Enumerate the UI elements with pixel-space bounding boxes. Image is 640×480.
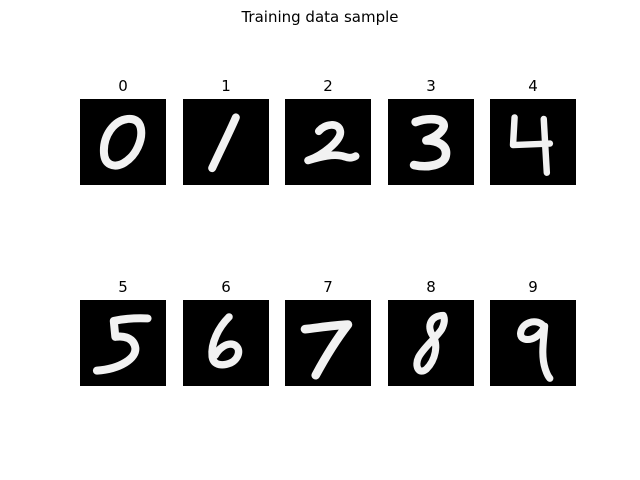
panel-label: 3: [426, 77, 436, 95]
digit-image: [80, 99, 166, 185]
handwritten-digit-five: [92, 314, 152, 375]
panel-label: 5: [118, 278, 128, 296]
panel-label: 9: [528, 278, 538, 296]
digit-image: [388, 300, 474, 386]
digit-image: [183, 99, 269, 185]
digit-image: [388, 99, 474, 185]
panel-label: 2: [323, 77, 333, 95]
digit-image: [285, 300, 371, 386]
panel-label: 8: [426, 278, 436, 296]
handwritten-digit-eight: [413, 311, 448, 375]
digit-image: [490, 99, 576, 185]
panel-label: 7: [323, 278, 333, 296]
handwritten-digit-four: [509, 114, 554, 176]
panel-label: 4: [528, 77, 538, 95]
handwritten-digit-one: [208, 113, 240, 173]
digit-image: [490, 300, 576, 386]
panel-label: 1: [221, 77, 231, 95]
handwritten-digit-seven: [300, 320, 353, 380]
handwritten-digit-six: [208, 313, 243, 369]
handwritten-digit-two: [304, 121, 360, 165]
panel-label: 6: [221, 278, 231, 296]
digit-image: [80, 300, 166, 386]
panel-label: 0: [118, 77, 128, 95]
handwritten-digit-zero: [99, 114, 146, 170]
digit-image: [183, 300, 269, 386]
handwritten-digit-nine: [517, 318, 554, 382]
handwritten-digit-three: [409, 114, 451, 171]
figure-title: Training data sample: [241, 8, 399, 26]
digit-image: [285, 99, 371, 185]
